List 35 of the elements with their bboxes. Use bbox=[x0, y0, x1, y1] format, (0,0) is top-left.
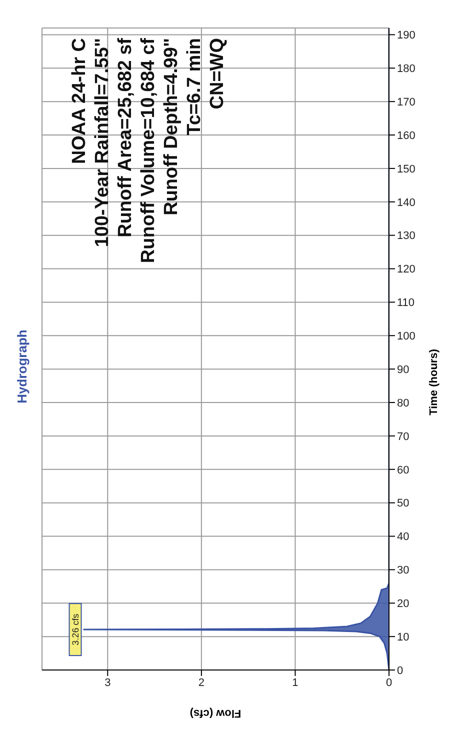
y-tick-label: 0 bbox=[397, 664, 404, 677]
annotation: NOAA 24-hr C bbox=[68, 38, 91, 166]
annotation: 100-Year Rainfall=7.55" bbox=[91, 38, 114, 250]
y-tick-label: 50 bbox=[397, 498, 410, 510]
y-tick-label: 10 bbox=[397, 631, 410, 644]
y-tick-label: 90 bbox=[397, 364, 410, 376]
y-tick-label: 150 bbox=[397, 163, 416, 176]
annotation: 3.26 cfs bbox=[70, 613, 80, 646]
y-tick-label: 30 bbox=[397, 564, 410, 577]
y-tick-label: 130 bbox=[397, 230, 416, 242]
y-tick-label: 60 bbox=[397, 464, 410, 476]
x-tick-label: 1 bbox=[292, 676, 298, 689]
y-axis-title: Time (hours) bbox=[428, 348, 440, 416]
y-tick-label: 140 bbox=[397, 196, 416, 209]
y-tick-label: 170 bbox=[397, 96, 416, 108]
y-tick-label: 40 bbox=[397, 531, 410, 544]
annotation: CN=WQ bbox=[206, 38, 229, 112]
y-tick-label: 80 bbox=[397, 397, 410, 410]
y-tick-label: 100 bbox=[397, 330, 416, 343]
y-tick-label: 120 bbox=[397, 264, 416, 276]
x-tick-label: 0 bbox=[386, 676, 392, 689]
annotation: Runoff Depth=4.99" bbox=[160, 38, 183, 218]
y-tick-label: 180 bbox=[397, 63, 416, 76]
y-tick-label: 70 bbox=[397, 430, 410, 443]
y-tick-label: 110 bbox=[397, 297, 415, 310]
x-axis-title: Flow (cfs) bbox=[190, 707, 242, 719]
y-tick-label: 20 bbox=[397, 598, 410, 610]
y-tick-label: 190 bbox=[397, 30, 416, 42]
annotation: Runoff Area=25,682 sf bbox=[114, 38, 137, 240]
x-tick-label: 2 bbox=[198, 676, 204, 689]
y-tick-label: 160 bbox=[397, 130, 416, 142]
annotation: Runoff Volume=10,684 cf bbox=[137, 38, 160, 266]
text: Hydrograph bbox=[14, 329, 30, 403]
x-tick-label: 3 bbox=[104, 676, 111, 689]
annotation: Tc=6.7 min bbox=[183, 38, 206, 138]
